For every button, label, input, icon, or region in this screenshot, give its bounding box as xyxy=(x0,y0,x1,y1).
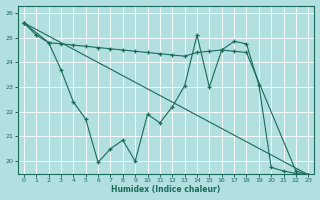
X-axis label: Humidex (Indice chaleur): Humidex (Indice chaleur) xyxy=(111,185,221,194)
